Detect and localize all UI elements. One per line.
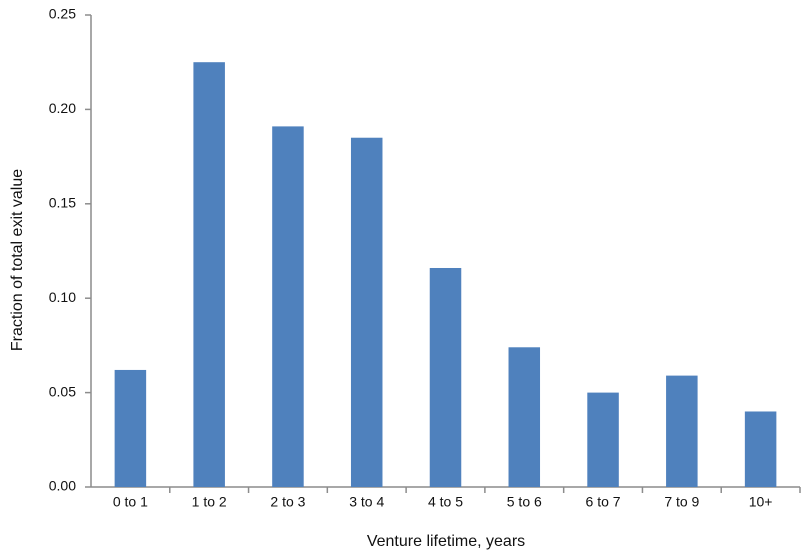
y-tick-label: 0.25 [49, 6, 76, 22]
bar [429, 267, 462, 487]
x-axis-title: Venture lifetime, years [367, 533, 525, 550]
bar [508, 347, 541, 487]
x-tick-label: 3 to 4 [349, 494, 384, 510]
x-tick-label: 10+ [749, 494, 773, 510]
x-tick-label: 2 to 3 [270, 494, 305, 510]
bar [744, 411, 777, 487]
bar [272, 126, 304, 487]
x-tick-label: 1 to 2 [192, 494, 227, 510]
x-tick-label: 0 to 1 [113, 494, 148, 510]
x-tick-label: 6 to 7 [586, 494, 621, 510]
y-tick-label: 0.15 [49, 195, 76, 211]
bar [587, 392, 619, 487]
bar [114, 369, 147, 487]
x-tick-label: 4 to 5 [428, 494, 463, 510]
y-tick-label: 0.05 [49, 383, 76, 399]
bar [666, 375, 698, 487]
x-tick-label: 7 to 9 [664, 494, 699, 510]
y-tick-label: 0.00 [49, 478, 76, 494]
bar [193, 62, 225, 487]
x-tick-label: 5 to 6 [507, 494, 542, 510]
bar [350, 137, 383, 487]
y-axis-title: Fraction of total exit value [9, 169, 26, 351]
y-tick-label: 0.10 [49, 289, 76, 305]
y-tick-label: 0.20 [49, 100, 76, 116]
